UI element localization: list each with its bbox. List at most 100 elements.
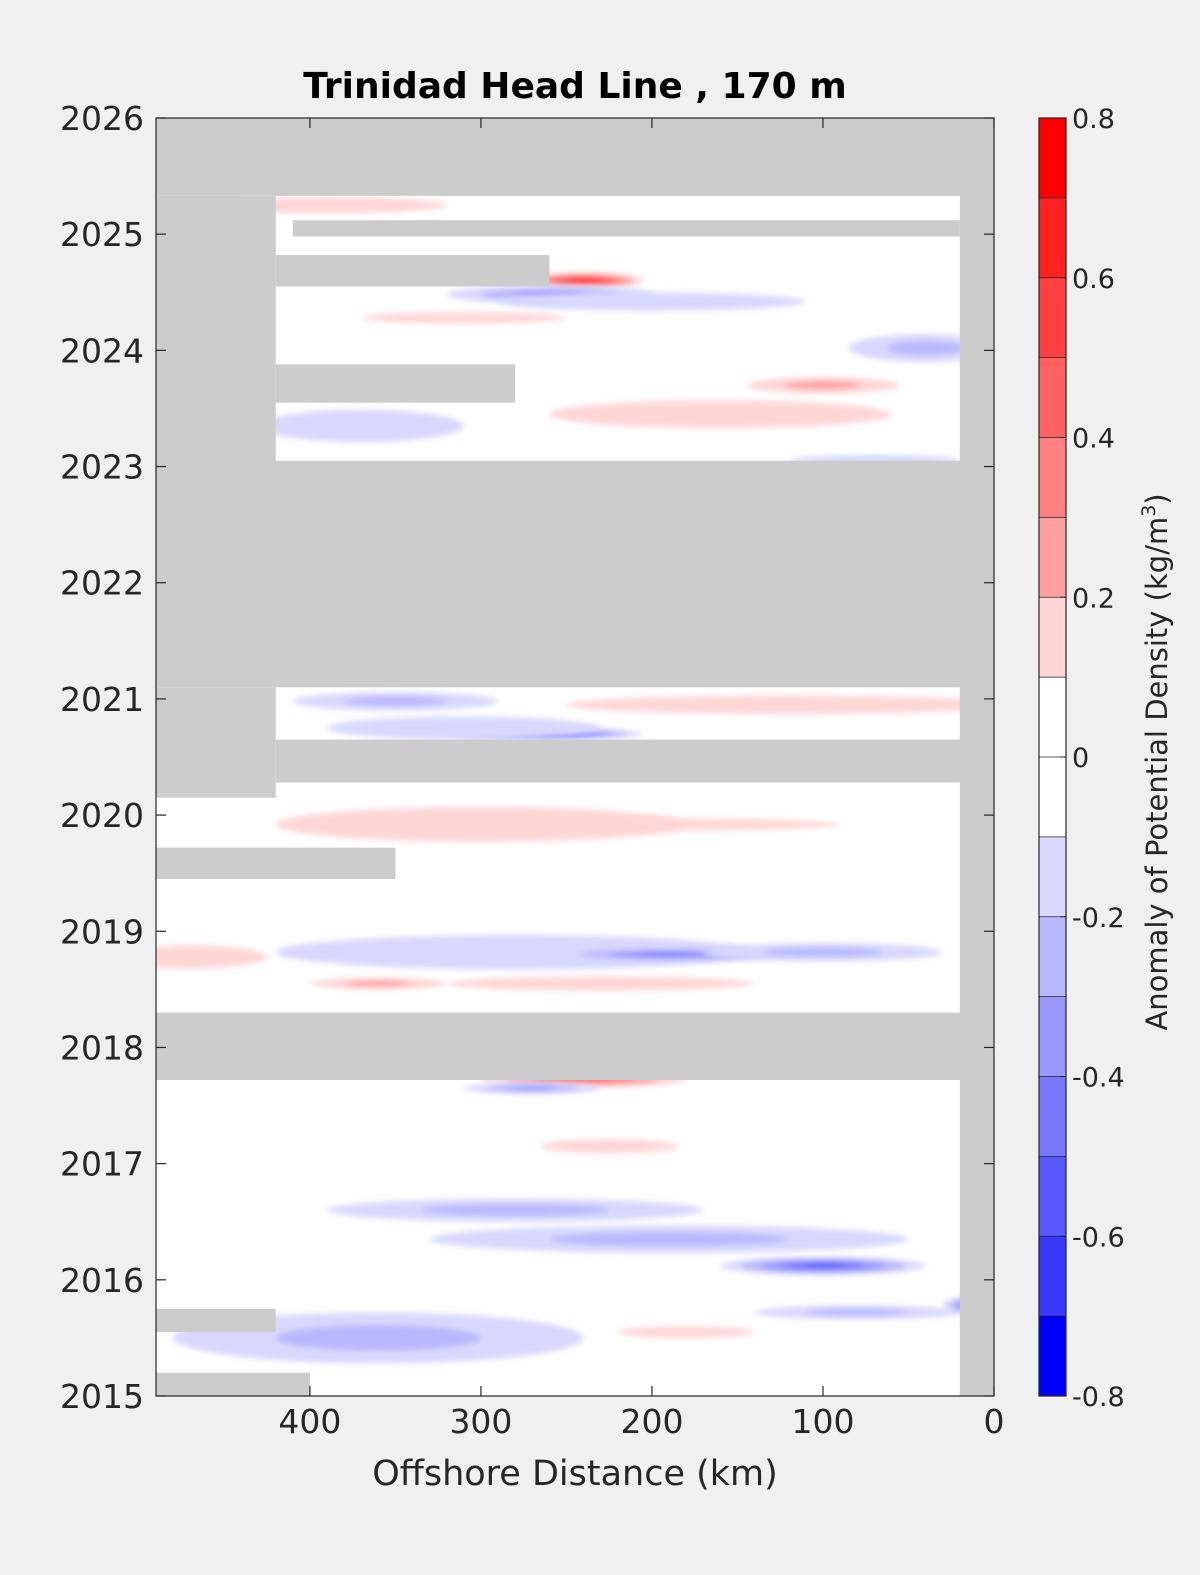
colorbar-ticks: 0.8 0.6 0.4 0.2 0 -0.2 -0.4 -0.6 -0.8 [1060, 104, 1125, 1413]
y-tick-label: 2017 [60, 1145, 144, 1184]
missing-data-band [275, 364, 516, 403]
colorbar-label: Anomaly of Potential Density (kg/m3) [1138, 493, 1174, 1030]
colorbar-label-suffix: ) [1140, 493, 1174, 504]
colorbar-segment [1039, 996, 1066, 1077]
contour-level [540, 1139, 678, 1154]
y-tick-label: 2025 [60, 215, 144, 254]
y-tick-label: 2015 [60, 1377, 144, 1416]
colorbar-label-superscript: 3 [1138, 505, 1160, 517]
colorbar-tick-label: -0.4 [1072, 1063, 1125, 1094]
x-tick-label: 100 [791, 1402, 854, 1441]
contour-level [549, 400, 892, 429]
colorbar-tick-label: 0.8 [1072, 104, 1115, 135]
contour-level [617, 1326, 755, 1338]
anomaly-feature [156, 945, 268, 969]
x-tick-label: 200 [620, 1402, 683, 1441]
y-tick-label: 2026 [60, 99, 144, 138]
anomaly-feature [523, 272, 644, 289]
colorbar-segment [1039, 277, 1066, 358]
colorbar-segment [1039, 197, 1066, 278]
contour-level [639, 952, 699, 957]
y-tick-label: 2024 [60, 331, 144, 370]
anomaly-feature [617, 1326, 755, 1338]
contour-level [532, 818, 841, 831]
colorbar-label-main: Anomaly of Potential Density (kg/m [1140, 517, 1174, 1031]
colorbar-segment [1039, 118, 1066, 198]
missing-data-layer [156, 118, 994, 1396]
missing-data-band [275, 739, 994, 783]
anomaly-feature [720, 1256, 926, 1276]
missing-data-band [156, 118, 994, 196]
x-tick-label: 400 [278, 1402, 341, 1441]
plot-border [155, 117, 995, 1397]
colorbar-tick-label: -0.8 [1072, 1382, 1125, 1413]
anomaly-feature [540, 1139, 678, 1154]
contour-level [421, 1204, 610, 1216]
y-tick-label: 2023 [60, 448, 144, 487]
anomaly-feature [549, 400, 892, 429]
colorbar-segment [1039, 916, 1066, 997]
anomaly-field [156, 197, 994, 1364]
colorbar-tick-label: 0 [1072, 743, 1089, 774]
contour-level [784, 381, 862, 390]
x-axis-label: Offshore Distance (km) [372, 1454, 778, 1494]
x-axis: 400 300 200 100 0 [278, 118, 1005, 1441]
missing-data-band [156, 687, 276, 798]
contour-level [275, 806, 687, 842]
colorbar-segment [1039, 1236, 1066, 1317]
missing-data-band [959, 118, 994, 1396]
anomaly-feature [327, 1198, 704, 1222]
colorbar-segment [1039, 437, 1066, 518]
contour-level [509, 1086, 556, 1091]
anomaly-feature [754, 1305, 960, 1320]
colorbar-segment [1039, 757, 1066, 837]
missing-data-band [275, 255, 550, 287]
colorbar-segment [1039, 357, 1066, 438]
colorbar-tick-label: -0.2 [1072, 903, 1125, 934]
contour-level [802, 1264, 844, 1268]
y-tick-label: 2022 [60, 564, 144, 603]
anomaly-feature [327, 716, 601, 740]
colorbar-segment [1039, 677, 1066, 757]
y-axis: 2015 2016 2017 2018 2019 2020 2021 2022 2023 2024… [60, 99, 994, 1416]
colorbar-tick-label: 0.6 [1072, 264, 1115, 295]
contour-level [344, 696, 447, 706]
y-tick-label: 2016 [60, 1261, 144, 1300]
x-tick-label: 300 [449, 1402, 512, 1441]
anomaly-feature [498, 292, 806, 311]
anomaly-feature [429, 1225, 909, 1254]
contour-level [549, 1232, 789, 1247]
contour-level [566, 695, 994, 715]
anomaly-feature [361, 312, 567, 324]
contour-level [275, 1325, 481, 1351]
missing-data-band [156, 460, 994, 688]
contour-level [361, 312, 567, 324]
colorbar-segment [1039, 1076, 1066, 1157]
colorbar-tick-label: 0.4 [1072, 424, 1115, 455]
colorbar-segment [1039, 1156, 1066, 1237]
anomaly-feature [746, 377, 900, 394]
contour-level [258, 409, 464, 443]
contour-level [763, 947, 883, 957]
colorbar-tick-label: -0.6 [1072, 1222, 1125, 1253]
colorbar-segment [1039, 836, 1066, 917]
colorbar-tick-label: 0.2 [1072, 583, 1115, 614]
missing-data-band [156, 1372, 310, 1396]
missing-data-band [292, 220, 960, 237]
anomaly-feature [532, 818, 841, 831]
anomaly-feature [309, 977, 447, 990]
missing-data-band [156, 847, 396, 879]
contour-level [805, 1308, 909, 1316]
colorbar-segment [1039, 517, 1066, 598]
contour-level [344, 980, 413, 987]
x-tick-label: 0 [984, 1402, 1005, 1441]
anomaly-feature [703, 942, 943, 962]
anomaly-feature [292, 691, 499, 711]
y-tick-label: 2020 [60, 796, 144, 835]
anomaly-feature [446, 976, 755, 991]
y-tick-label: 2021 [60, 680, 144, 719]
anomaly-feature [463, 1082, 601, 1094]
chart-title: Trinidad Head Line , 170 m [303, 66, 846, 107]
anomaly-feature [258, 409, 464, 443]
